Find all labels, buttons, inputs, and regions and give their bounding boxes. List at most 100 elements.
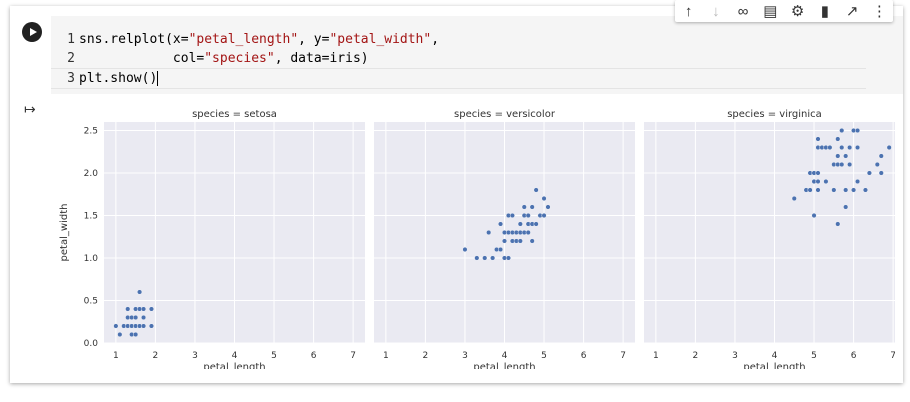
arrow-up-icon[interactable]: ↑ xyxy=(684,2,693,20)
code-string: "petal_length" xyxy=(188,32,299,47)
data-point xyxy=(823,178,829,184)
data-point xyxy=(498,221,504,227)
data-point xyxy=(886,145,892,151)
panel-title: species = virginica xyxy=(727,109,822,120)
data-point xyxy=(529,238,535,244)
data-point xyxy=(541,212,547,218)
line-number: 1 xyxy=(67,32,75,47)
data-point xyxy=(137,289,143,295)
x-tick-label: 2 xyxy=(693,351,699,361)
data-point xyxy=(807,187,813,193)
data-point xyxy=(502,238,508,244)
code-string: "species" xyxy=(204,51,275,66)
arrow-down-icon[interactable]: ↓ xyxy=(712,2,720,20)
panel-title: species = versicolor xyxy=(454,109,556,120)
code-text: , y= xyxy=(298,32,330,47)
line-number: 3 xyxy=(67,71,75,86)
x-tick-label: 6 xyxy=(311,351,317,361)
data-point xyxy=(791,195,797,201)
x-tick-label: 1 xyxy=(113,351,119,361)
plot-panel xyxy=(644,122,895,343)
data-point xyxy=(545,204,551,210)
code-editor[interactable]: 1 sns.relplot(x="petal_length", y="petal_… xyxy=(51,16,903,94)
code-text: sns.relplot(x= xyxy=(79,32,189,47)
data-point xyxy=(878,153,884,159)
data-point xyxy=(815,178,821,184)
code-text: , xyxy=(431,32,440,47)
data-point xyxy=(831,187,837,193)
x-tick-label: 4 xyxy=(232,351,238,361)
run-cell-button[interactable] xyxy=(22,22,42,42)
data-point xyxy=(815,187,821,193)
data-point xyxy=(839,162,845,168)
data-point xyxy=(835,136,841,142)
data-point xyxy=(125,306,131,312)
text-cursor xyxy=(157,71,159,86)
x-tick-label: 1 xyxy=(383,351,389,361)
x-tick-label: 2 xyxy=(153,351,159,361)
x-tick-label: 2 xyxy=(423,351,429,361)
data-point xyxy=(517,238,523,244)
data-point xyxy=(839,128,845,134)
data-point xyxy=(505,255,511,261)
data-point xyxy=(482,255,488,261)
expand-icon[interactable]: ↗ xyxy=(845,3,859,20)
data-point xyxy=(874,162,880,168)
x-axis-label: petal_length xyxy=(203,362,265,369)
code-line-2: 2 col="species", data=iris) xyxy=(51,49,866,68)
notebook-cell[interactable]: 1 sns.relplot(x="petal_length", y="petal_… xyxy=(10,6,903,383)
x-tick-label: 3 xyxy=(732,351,738,361)
more-icon[interactable]: ⋮ xyxy=(871,3,887,20)
gear-icon[interactable]: ⚙ xyxy=(790,3,805,20)
x-tick-label: 1 xyxy=(653,351,659,361)
data-point xyxy=(148,306,154,312)
link-icon[interactable]: ∞ xyxy=(737,2,749,20)
data-point xyxy=(843,187,849,193)
x-tick-label: 7 xyxy=(350,351,356,361)
data-point xyxy=(839,145,845,151)
data-point xyxy=(811,212,817,218)
data-point xyxy=(462,246,468,252)
data-point xyxy=(855,128,861,134)
y-tick-label: 1.5 xyxy=(84,212,98,222)
data-point xyxy=(827,145,833,151)
x-axis-label: petal_length xyxy=(743,362,805,369)
x-tick-label: 5 xyxy=(541,351,547,361)
y-tick-label: 0.5 xyxy=(84,297,98,307)
data-point xyxy=(533,221,539,227)
code-line-3: 3 plt.show() xyxy=(51,68,866,89)
line-number: 2 xyxy=(67,51,75,66)
data-point xyxy=(835,153,841,159)
data-point xyxy=(474,255,480,261)
data-point xyxy=(517,221,523,227)
x-axis-label: petal_length xyxy=(473,362,535,369)
y-tick-label: 2.5 xyxy=(84,127,98,137)
data-point xyxy=(541,195,547,201)
x-tick-label: 6 xyxy=(581,351,587,361)
x-tick-label: 4 xyxy=(502,351,508,361)
y-tick-label: 0.0 xyxy=(84,339,99,349)
data-point xyxy=(133,314,139,320)
comment-icon[interactable]: ▤ xyxy=(763,3,778,20)
data-point xyxy=(847,145,853,151)
data-point xyxy=(835,221,841,227)
output-redirect-icon[interactable]: ↦ xyxy=(24,101,36,117)
data-point xyxy=(525,229,531,235)
data-point xyxy=(847,162,853,168)
y-tick-label: 2.0 xyxy=(84,169,99,179)
x-tick-label: 5 xyxy=(271,351,277,361)
data-point xyxy=(815,170,821,176)
data-point xyxy=(843,153,849,159)
data-point xyxy=(113,323,119,329)
data-point xyxy=(878,170,884,176)
data-point xyxy=(521,204,527,210)
data-point xyxy=(498,246,504,252)
trash-icon[interactable]: ▮ xyxy=(820,3,829,20)
data-point xyxy=(133,331,139,337)
relplot-figure: 1 2 3 4 5 6 7 0.0 0.5 1.0 1.5 2.0 2.5 species = setos… xyxy=(59,109,895,369)
code-text: plt.show() xyxy=(79,71,158,86)
code-text: col= xyxy=(79,51,205,66)
data-point xyxy=(866,170,872,176)
data-point xyxy=(509,212,515,218)
data-point xyxy=(490,255,496,261)
